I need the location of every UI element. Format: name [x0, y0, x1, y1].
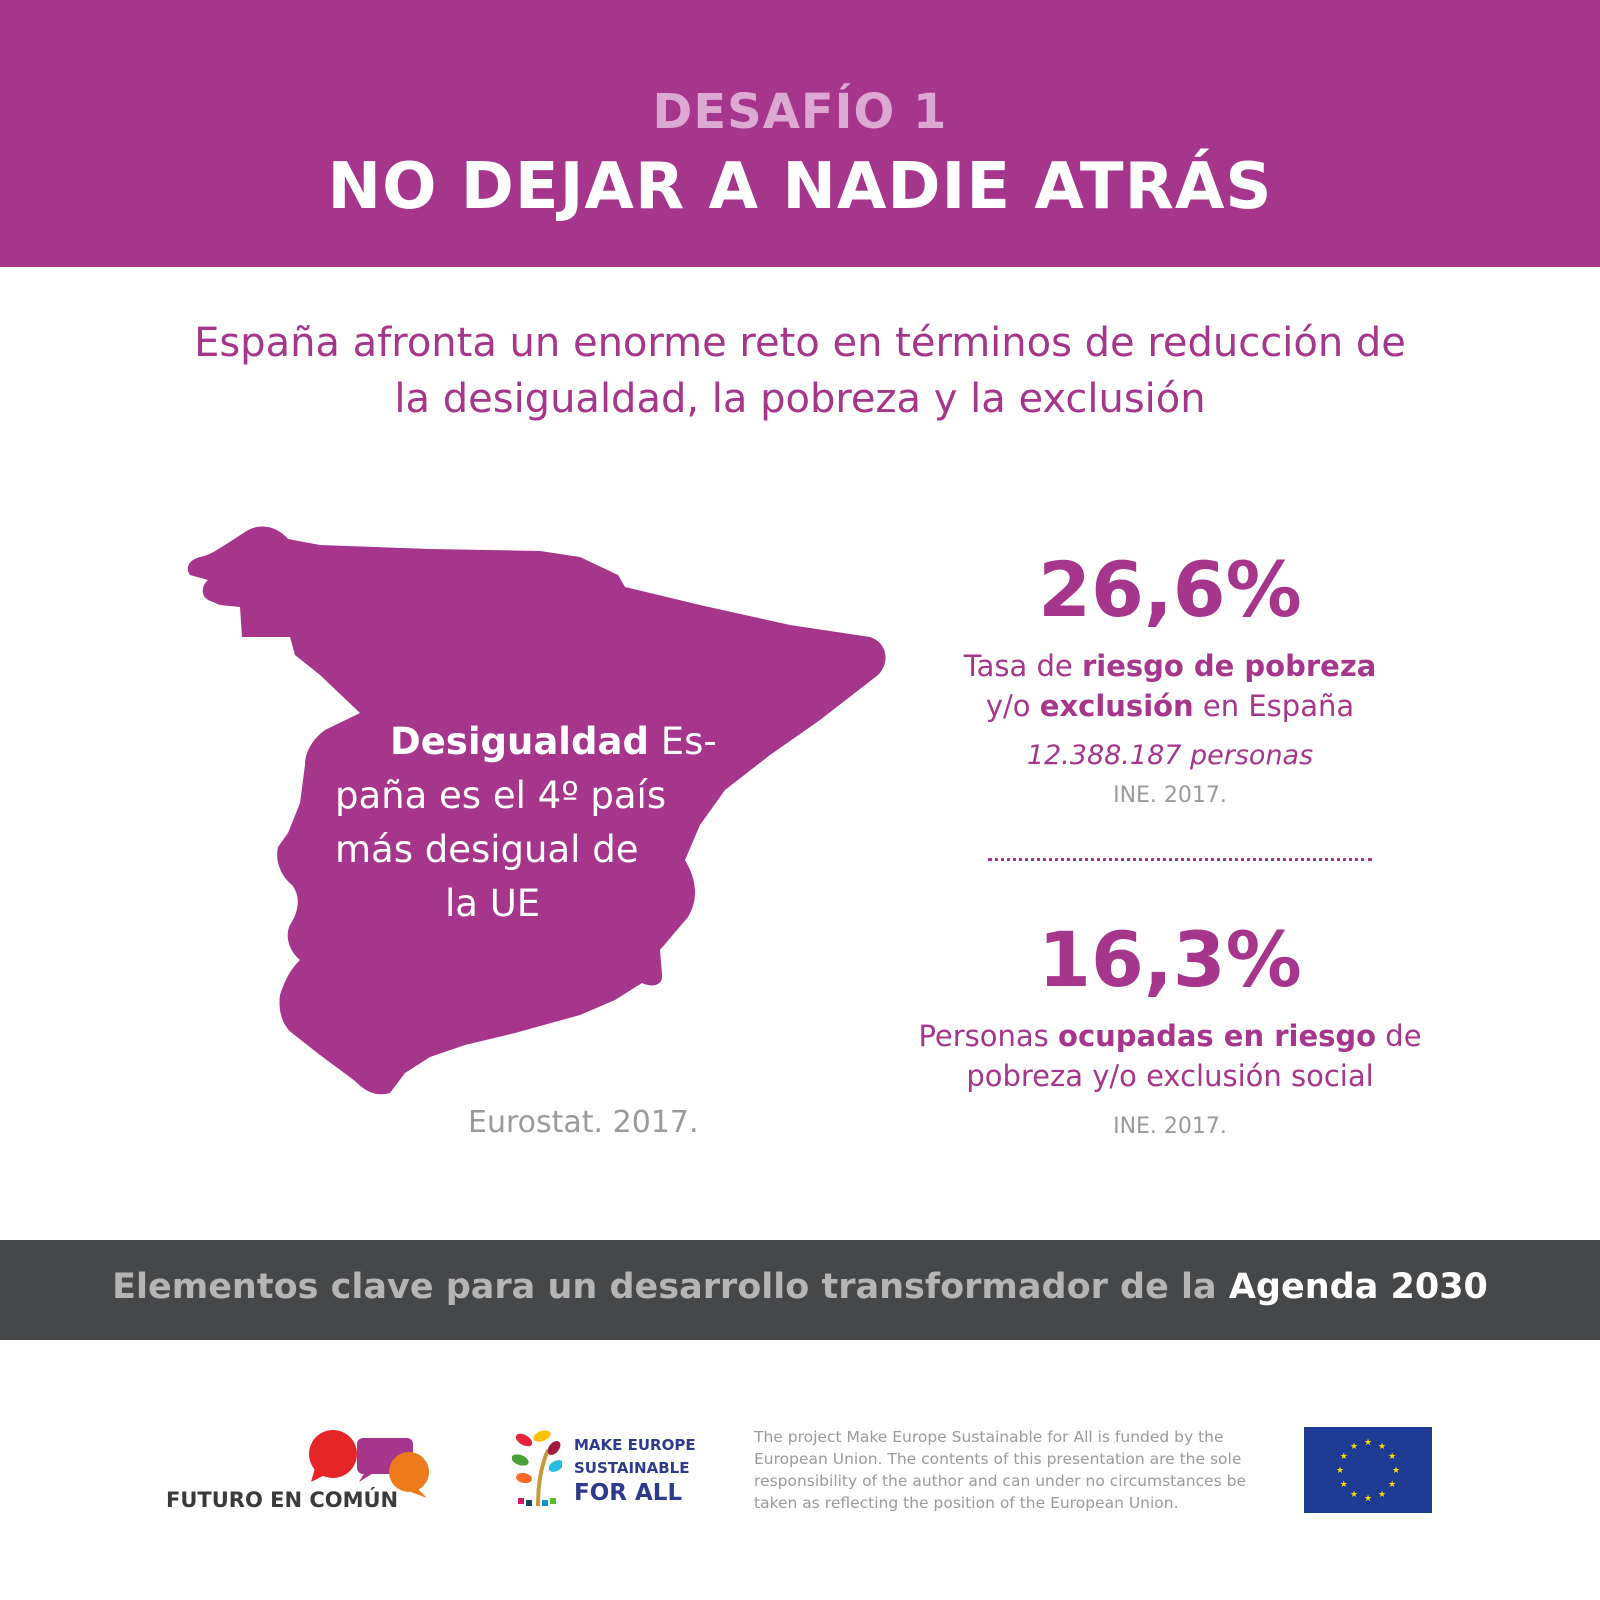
- stat-desc-text: Tasa de: [963, 649, 1082, 683]
- page-title: NO DEJAR A NADIE ATRÁS: [327, 150, 1273, 224]
- make-europe-line-2: SUSTAINABLE: [574, 1459, 690, 1477]
- dotted-divider: [988, 858, 1372, 861]
- eu-star-icon: ★: [1388, 1480, 1396, 1490]
- map-caption-line-4: la UE: [445, 882, 541, 925]
- stat-description: Tasa de riesgo de pobreza y/o exclusión …: [900, 646, 1440, 726]
- eu-flag-icon: ★ ★★★★★★★★★★★: [1304, 1427, 1432, 1513]
- agenda-band-text: Elementos clave para un desarrollo trans…: [112, 1267, 1488, 1307]
- eu-star-icon: ★: [1340, 1452, 1348, 1462]
- stat-desc-text: pobreza y/o exclusión social: [966, 1059, 1374, 1093]
- intro-line-1: España afronta un enorme reto en término…: [194, 320, 1406, 366]
- map-caption-line-3: más desigual de: [335, 828, 639, 871]
- map-caption-lead: Desigualdad: [390, 720, 649, 763]
- map-caption: Desigualdad Es- paña es el 4º país más d…: [335, 715, 735, 931]
- make-europe-tree-icon: [512, 1430, 562, 1507]
- stat-desc-text: de: [1376, 1019, 1422, 1053]
- make-europe-line-1: MAKE EUROPE: [574, 1436, 696, 1454]
- stat-value: 26,6%: [1038, 545, 1302, 634]
- agenda-band-prefix: Elementos clave para un desarrollo trans…: [112, 1267, 1229, 1307]
- stat-desc-text: en España: [1193, 689, 1355, 723]
- disclaimer-line: The project Make Europe Sustainable for …: [754, 1428, 1224, 1446]
- agenda-band: Elementos clave para un desarrollo trans…: [0, 1240, 1600, 1340]
- eu-star-icon: ★: [1350, 1442, 1358, 1452]
- stat-desc-bold: riesgo de pobreza: [1081, 649, 1377, 683]
- challenge-kicker: DESAFÍO 1: [652, 84, 948, 140]
- header-banner: DESAFÍO 1 NO DEJAR A NADIE ATRÁS: [0, 0, 1600, 267]
- eu-star-icon: ★: [1350, 1490, 1358, 1500]
- disclaimer-line: European Union. The contents of this pre…: [754, 1450, 1242, 1468]
- stat-desc-text: Personas: [918, 1019, 1059, 1053]
- stat-source: INE. 2017.: [1113, 1114, 1227, 1139]
- eu-star-icon: ★: [1364, 1494, 1372, 1504]
- disclaimer-line: responsibility of the author and can und…: [754, 1472, 1246, 1490]
- futuro-en-comun-logo: [309, 1430, 429, 1498]
- eu-star-icon: ★: [1378, 1442, 1386, 1452]
- stat-description: Personas ocupadas en riesgo de pobreza y…: [900, 1016, 1440, 1096]
- eu-star-icon: ★: [1364, 1438, 1372, 1448]
- stat-desc-text: y/o: [985, 689, 1040, 723]
- agenda-band-highlight: Agenda 2030: [1228, 1267, 1488, 1307]
- disclaimer-line: taken as reflecting the position of the …: [754, 1494, 1179, 1512]
- stat-desc-bold: exclusión: [1039, 689, 1194, 723]
- make-europe-line-3: FOR ALL: [574, 1480, 683, 1506]
- stat-poverty-rate: 26,6% Tasa de riesgo de pobreza y/o excl…: [900, 545, 1440, 809]
- intro-line-2: la desigualdad, la pobreza y la exclusió…: [394, 376, 1206, 422]
- stat-desc-bold: ocupadas en riesgo: [1058, 1019, 1377, 1053]
- eu-disclaimer: The project Make Europe Sustainable for …: [754, 1426, 1284, 1514]
- futuro-en-comun-logo-text: FUTURO EN COMÚN: [166, 1488, 399, 1512]
- stat-people-count: 12.388.187 personas: [1026, 740, 1314, 771]
- map-source: Eurostat. 2017.: [468, 1105, 699, 1140]
- eu-star-icon: ★: [1378, 1490, 1386, 1500]
- eu-star-icon: ★: [1336, 1466, 1344, 1476]
- make-europe-logo-text: MAKE EUROPE SUSTAINABLE FOR ALL: [574, 1434, 696, 1506]
- map-caption-line-1: Es-: [648, 720, 717, 763]
- stat-value: 16,3%: [1038, 915, 1302, 1004]
- map-caption-line-2: paña es el 4º país: [335, 774, 667, 817]
- eu-star-icon: ★: [1340, 1480, 1348, 1490]
- stat-source: INE. 2017.: [1113, 783, 1227, 808]
- intro-text: España afronta un enorme reto en término…: [100, 315, 1500, 427]
- stat-working-poor: 16,3% Personas ocupadas en riesgo de pob…: [900, 915, 1440, 1140]
- eu-star-icon: ★: [1392, 1466, 1400, 1476]
- eu-star-icon: ★: [1388, 1452, 1396, 1462]
- spain-map: [187, 526, 886, 1095]
